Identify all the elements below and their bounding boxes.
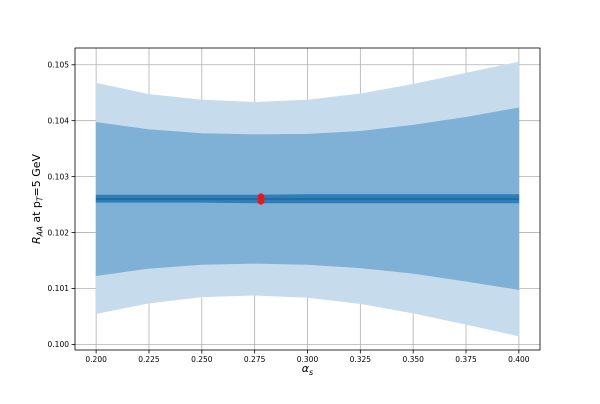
data-point — [257, 197, 265, 205]
x-tick-label: 0.325 — [350, 355, 372, 364]
point-layer — [257, 193, 265, 205]
x-tick-label: 0.300 — [297, 355, 319, 364]
x-tick-label: 0.250 — [191, 355, 213, 364]
y-tick-label: 0.100 — [48, 340, 70, 349]
x-tick-label: 0.400 — [508, 355, 530, 364]
tick-layer: 0.200 0.225 0.250 0.275 0.300 0.325 0.350 0.375… — [48, 60, 530, 364]
x-tick-label: 0.275 — [244, 355, 266, 364]
y-tick-label: 0.105 — [48, 60, 70, 69]
y-tick-label: 0.103 — [48, 172, 70, 181]
x-tick-label: 0.225 — [138, 355, 160, 364]
x-tick-label: 0.375 — [455, 355, 477, 364]
x-tick-label: 0.200 — [85, 355, 107, 364]
y-tick-label: 0.102 — [48, 228, 70, 237]
y-tick-label: 0.101 — [48, 284, 70, 293]
x-axis-label: αs — [302, 362, 313, 377]
x-tick-label: 0.350 — [402, 355, 424, 364]
y-tick-label: 0.104 — [48, 116, 70, 125]
y-axis-label: RAA at pT=5 GeV — [30, 153, 45, 244]
